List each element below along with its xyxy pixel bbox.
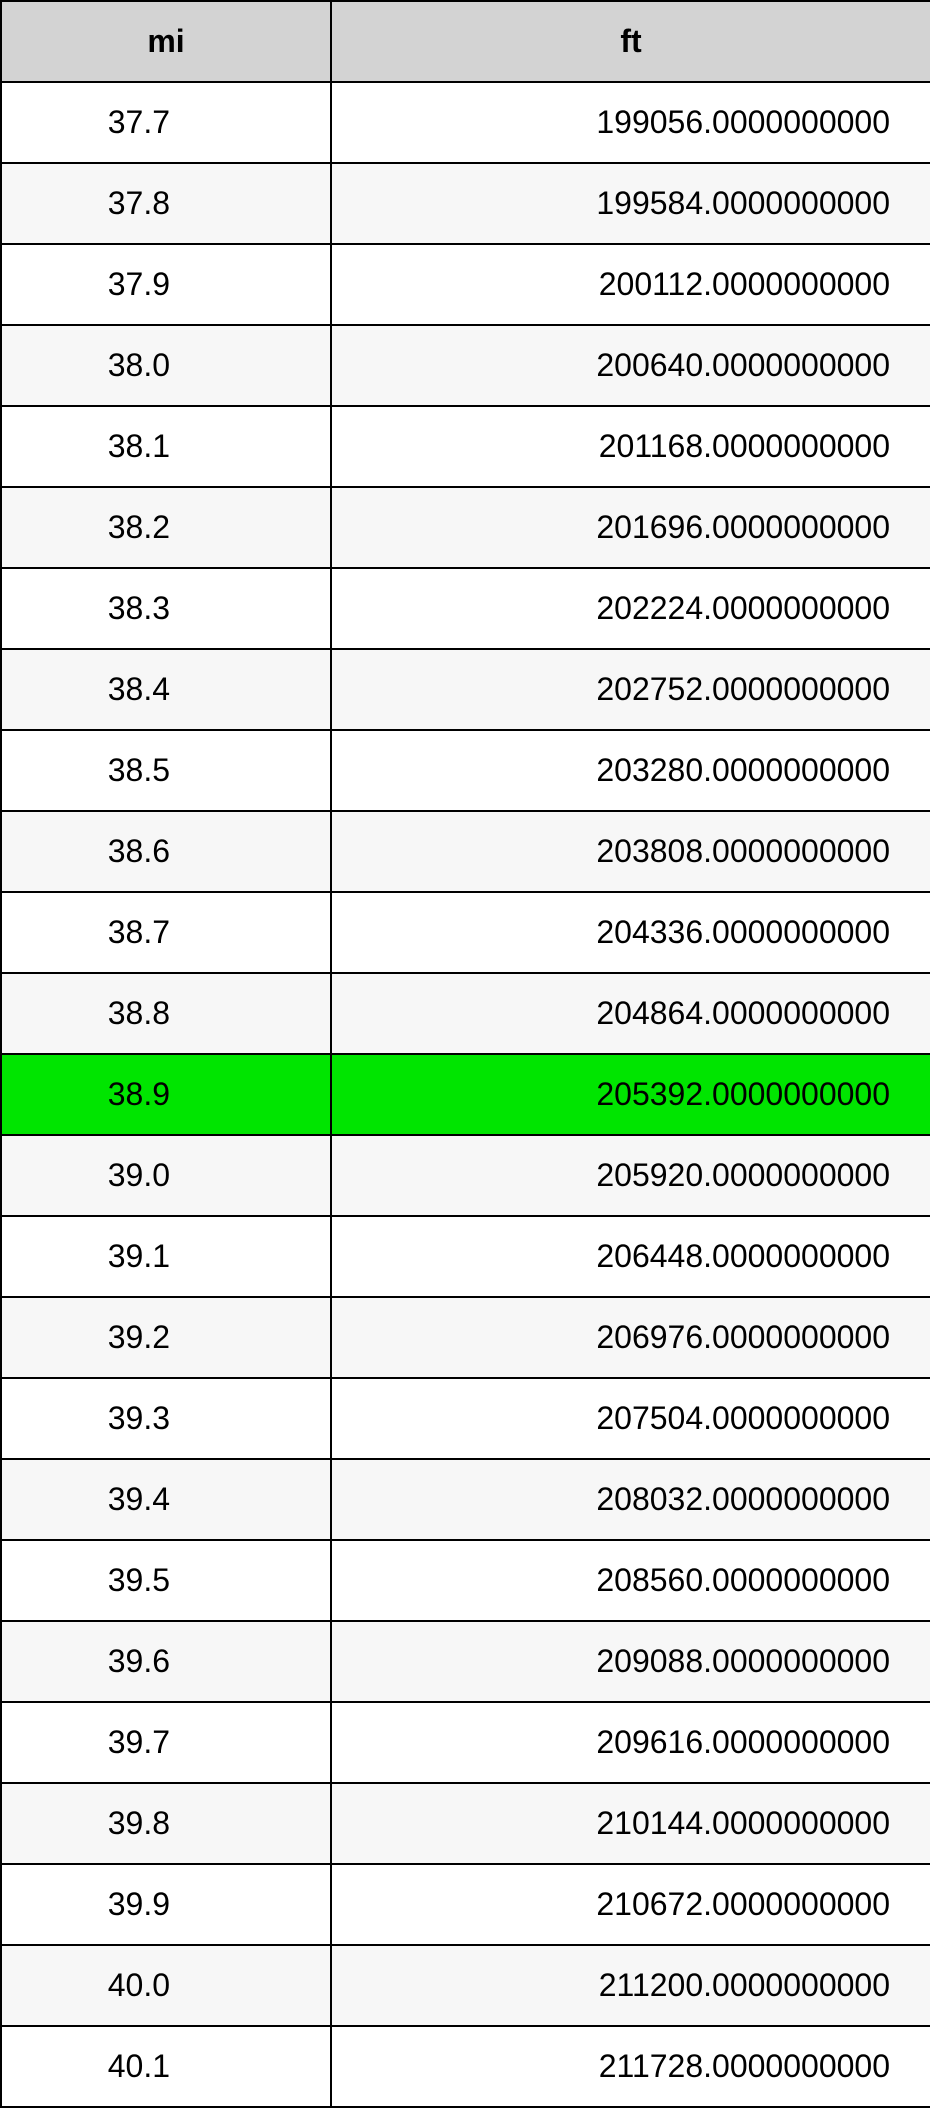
table-row: 39.7209616.0000000000: [1, 1702, 930, 1783]
mi-cell: 38.8: [1, 973, 331, 1054]
table-row: 39.2206976.0000000000: [1, 1297, 930, 1378]
ft-cell: 202752.0000000000: [331, 649, 930, 730]
mi-cell: 37.8: [1, 163, 331, 244]
mi-cell: 39.3: [1, 1378, 331, 1459]
ft-cell: 202224.0000000000: [331, 568, 930, 649]
mi-cell: 38.1: [1, 406, 331, 487]
mi-cell: 39.6: [1, 1621, 331, 1702]
table-row: 39.8210144.0000000000: [1, 1783, 930, 1864]
ft-cell: 200112.0000000000: [331, 244, 930, 325]
table-row: 38.1201168.0000000000: [1, 406, 930, 487]
mi-cell: 38.5: [1, 730, 331, 811]
ft-cell: 201696.0000000000: [331, 487, 930, 568]
table-row: 39.3207504.0000000000: [1, 1378, 930, 1459]
mi-cell: 38.6: [1, 811, 331, 892]
mi-cell: 39.7: [1, 1702, 331, 1783]
table-row: 37.8199584.0000000000: [1, 163, 930, 244]
table-row: 37.7199056.0000000000: [1, 82, 930, 163]
mi-cell: 39.9: [1, 1864, 331, 1945]
table-row: 38.7204336.0000000000: [1, 892, 930, 973]
table-row: 39.6209088.0000000000: [1, 1621, 930, 1702]
ft-cell: 205920.0000000000: [331, 1135, 930, 1216]
mi-cell: 39.4: [1, 1459, 331, 1540]
ft-cell: 209088.0000000000: [331, 1621, 930, 1702]
ft-cell: 205392.0000000000: [331, 1054, 930, 1135]
table-row: 40.1211728.0000000000: [1, 2026, 930, 2107]
mi-cell: 40.1: [1, 2026, 331, 2107]
mi-cell: 38.3: [1, 568, 331, 649]
table-row: 39.1206448.0000000000: [1, 1216, 930, 1297]
table-row: 38.9205392.0000000000: [1, 1054, 930, 1135]
column-header-ft: ft: [331, 1, 930, 82]
table-row: 39.4208032.0000000000: [1, 1459, 930, 1540]
mi-cell: 38.2: [1, 487, 331, 568]
ft-cell: 204336.0000000000: [331, 892, 930, 973]
ft-cell: 206976.0000000000: [331, 1297, 930, 1378]
mi-cell: 38.7: [1, 892, 331, 973]
mi-cell: 39.1: [1, 1216, 331, 1297]
table-row: 38.3202224.0000000000: [1, 568, 930, 649]
ft-cell: 207504.0000000000: [331, 1378, 930, 1459]
mi-cell: 37.9: [1, 244, 331, 325]
table-row: 39.9210672.0000000000: [1, 1864, 930, 1945]
conversion-table: mi ft 37.7199056.000000000037.8199584.00…: [0, 0, 930, 2108]
mi-cell: 39.8: [1, 1783, 331, 1864]
mi-cell: 39.2: [1, 1297, 331, 1378]
mi-cell: 38.4: [1, 649, 331, 730]
table-row: 39.5208560.0000000000: [1, 1540, 930, 1621]
ft-cell: 210144.0000000000: [331, 1783, 930, 1864]
ft-cell: 204864.0000000000: [331, 973, 930, 1054]
ft-cell: 208032.0000000000: [331, 1459, 930, 1540]
ft-cell: 199056.0000000000: [331, 82, 930, 163]
ft-cell: 206448.0000000000: [331, 1216, 930, 1297]
ft-cell: 200640.0000000000: [331, 325, 930, 406]
mi-cell: 40.0: [1, 1945, 331, 2026]
table-row: 38.5203280.0000000000: [1, 730, 930, 811]
mi-cell: 38.9: [1, 1054, 331, 1135]
mi-cell: 39.0: [1, 1135, 331, 1216]
ft-cell: 208560.0000000000: [331, 1540, 930, 1621]
ft-cell: 209616.0000000000: [331, 1702, 930, 1783]
mi-cell: 39.5: [1, 1540, 331, 1621]
table-row: 38.8204864.0000000000: [1, 973, 930, 1054]
table-row: 37.9200112.0000000000: [1, 244, 930, 325]
ft-cell: 211728.0000000000: [331, 2026, 930, 2107]
table-row: 39.0205920.0000000000: [1, 1135, 930, 1216]
mi-cell: 37.7: [1, 82, 331, 163]
ft-cell: 203808.0000000000: [331, 811, 930, 892]
table-row: 40.0211200.0000000000: [1, 1945, 930, 2026]
table-header-row: mi ft: [1, 1, 930, 82]
ft-cell: 203280.0000000000: [331, 730, 930, 811]
ft-cell: 210672.0000000000: [331, 1864, 930, 1945]
ft-cell: 201168.0000000000: [331, 406, 930, 487]
ft-cell: 211200.0000000000: [331, 1945, 930, 2026]
table-body: 37.7199056.000000000037.8199584.00000000…: [1, 82, 930, 2107]
ft-cell: 199584.0000000000: [331, 163, 930, 244]
mi-cell: 38.0: [1, 325, 331, 406]
table-row: 38.2201696.0000000000: [1, 487, 930, 568]
column-header-mi: mi: [1, 1, 331, 82]
table-row: 38.0200640.0000000000: [1, 325, 930, 406]
table-row: 38.4202752.0000000000: [1, 649, 930, 730]
table-row: 38.6203808.0000000000: [1, 811, 930, 892]
